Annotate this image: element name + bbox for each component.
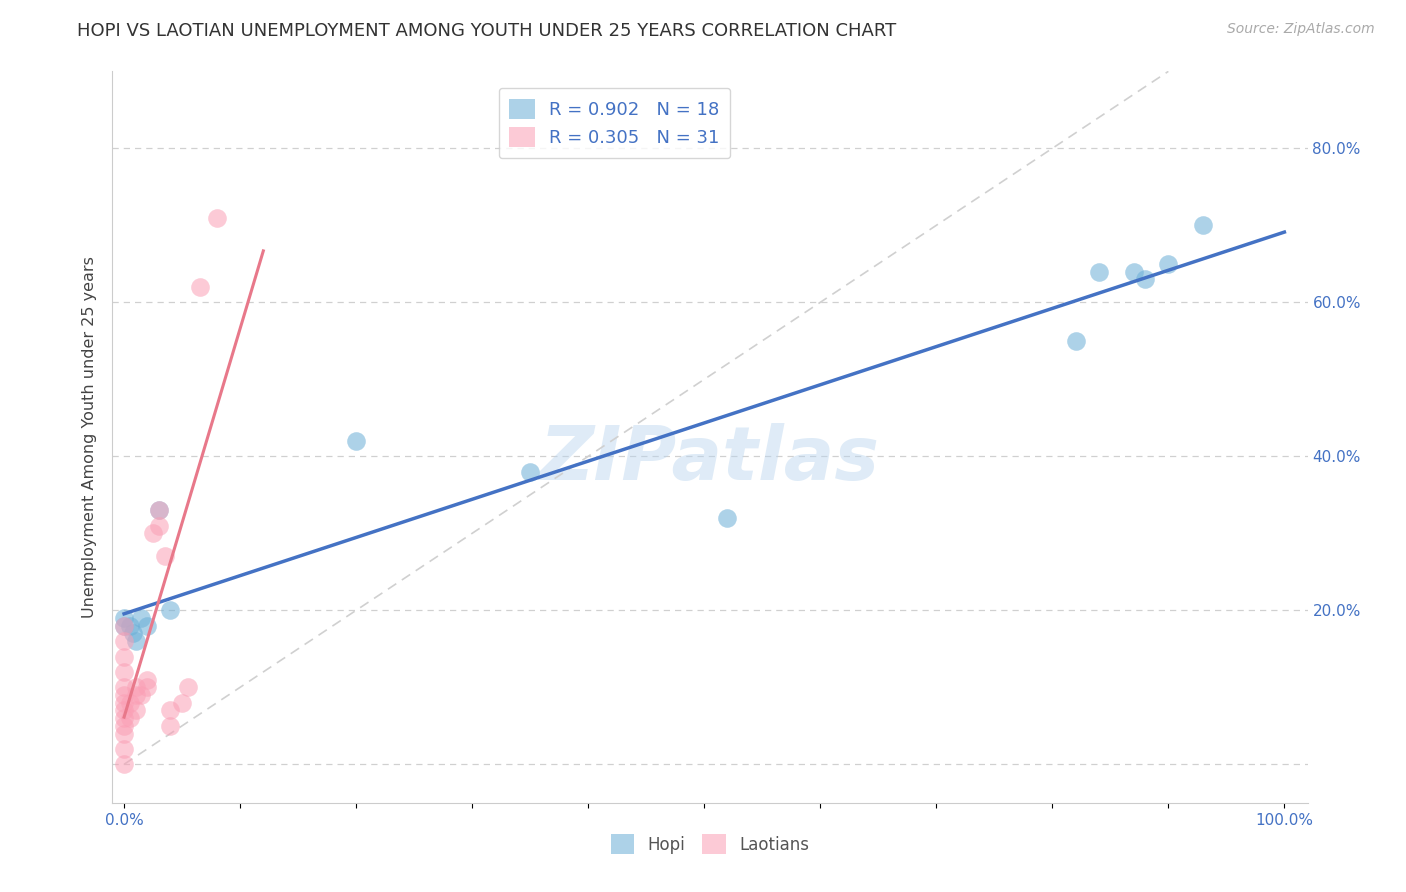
Point [172,696,194,710]
Point [148,518,170,533]
Point [112,618,135,632]
Point [112,611,135,625]
Point [112,703,135,717]
Point [118,711,141,725]
Point [118,696,141,710]
Point [159,719,181,733]
Point [131,611,153,625]
Point [112,634,135,648]
Point [125,634,148,648]
Legend: Hopi, Laotians: Hopi, Laotians [605,828,815,860]
Point [136,673,159,687]
Point [112,742,135,756]
Point [112,696,135,710]
Point [142,526,165,541]
Point [112,719,135,733]
Point [112,757,135,772]
Point [716,511,738,525]
Point [1157,257,1180,271]
Text: Source: ZipAtlas.com: Source: ZipAtlas.com [1227,22,1375,37]
Point [159,603,181,617]
Point [1122,264,1144,278]
Text: HOPI VS LAOTIAN UNEMPLOYMENT AMONG YOUTH UNDER 25 YEARS CORRELATION CHART: HOPI VS LAOTIAN UNEMPLOYMENT AMONG YOUTH… [77,22,897,40]
Point [125,688,148,702]
Point [136,618,159,632]
Point [112,711,135,725]
Point [131,688,153,702]
Point [344,434,367,448]
Point [112,688,135,702]
Point [1192,219,1215,233]
Point [153,549,176,564]
Text: ZIPatlas: ZIPatlas [540,423,880,496]
Point [159,703,181,717]
Y-axis label: Unemployment Among Youth under 25 years: Unemployment Among Youth under 25 years [82,256,97,618]
Point [112,649,135,664]
Point [125,703,148,717]
Point [122,626,145,640]
Point [136,681,159,695]
Point [519,465,541,479]
Point [177,681,200,695]
Point [1087,264,1109,278]
Point [205,211,228,225]
Point [112,665,135,679]
Point [1133,272,1156,286]
Point [148,503,170,517]
Point [112,681,135,695]
Point [112,726,135,740]
Point [1064,334,1087,348]
Point [148,503,170,517]
Point [118,618,141,632]
Point [188,280,211,294]
Point [112,618,135,632]
Point [125,681,148,695]
